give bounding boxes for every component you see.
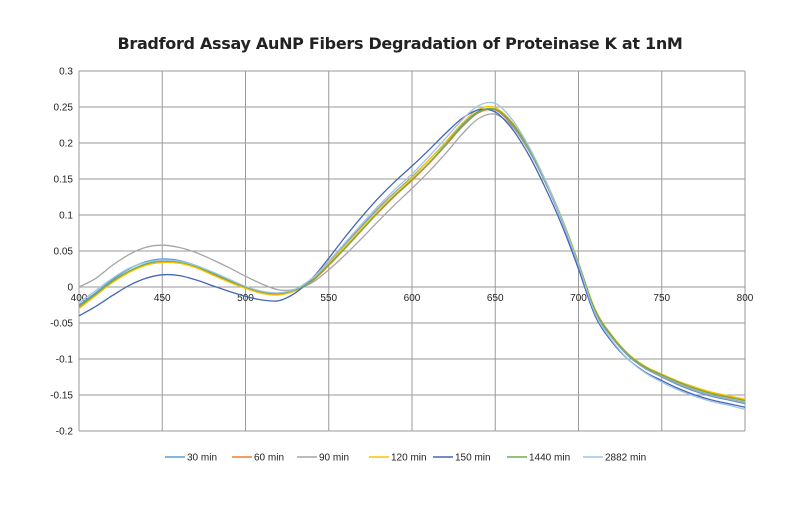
y-tick-label: -0.1 bbox=[56, 355, 74, 366]
legend-label: 60 min bbox=[254, 453, 284, 464]
y-tick-label: 0.1 bbox=[59, 211, 73, 222]
y-axis-ticks: 0.3 0.25 0.2 0.15 0.1 0.05 0 -0.05 -0.1 -0.15 -0.2 bbox=[50, 67, 73, 438]
legend-label: 150 min bbox=[455, 453, 491, 464]
legend: 30 min 60 min 90 min 120 min 150 min 1440 min… bbox=[165, 453, 646, 464]
legend-label: 2882 min bbox=[605, 453, 646, 464]
x-axis-ticks: 400 450 500 550 600 650 700 750 800 bbox=[71, 293, 754, 304]
y-tick-label: -0.05 bbox=[50, 319, 73, 330]
legend-label: 1440 min bbox=[529, 453, 570, 464]
legend-item: 1440 min bbox=[507, 453, 570, 464]
y-tick-label: 0.3 bbox=[59, 67, 73, 78]
x-tick-label: 550 bbox=[320, 293, 337, 304]
legend-label: 120 min bbox=[391, 453, 427, 464]
legend-item: 30 min bbox=[165, 453, 217, 464]
legend-label: 90 min bbox=[319, 453, 349, 464]
chart-title: Bradford Assay AuNP Fibers Degradation o… bbox=[117, 34, 683, 53]
gridlines bbox=[78, 70, 746, 432]
legend-label: 30 min bbox=[187, 453, 217, 464]
y-tick-label: 0 bbox=[67, 283, 73, 294]
legend-item: 2882 min bbox=[583, 453, 646, 464]
y-tick-label: 0.25 bbox=[54, 103, 74, 114]
legend-item: 60 min bbox=[232, 453, 284, 464]
x-tick-label: 500 bbox=[237, 293, 254, 304]
legend-item: 90 min bbox=[297, 453, 349, 464]
x-tick-label: 600 bbox=[404, 293, 421, 304]
legend-item: 150 min bbox=[433, 453, 491, 464]
x-tick-label: 650 bbox=[487, 293, 504, 304]
legend-item: 120 min bbox=[369, 453, 427, 464]
y-tick-label: 0.05 bbox=[54, 247, 74, 258]
x-tick-label: 750 bbox=[653, 293, 670, 304]
y-tick-label: 0.2 bbox=[59, 139, 73, 150]
y-tick-label: 0.15 bbox=[54, 175, 74, 186]
x-tick-label: 700 bbox=[570, 293, 587, 304]
x-tick-label: 400 bbox=[71, 293, 88, 304]
y-tick-label: -0.15 bbox=[50, 391, 73, 402]
series-line-2882-min bbox=[78, 101, 746, 411]
series-lines bbox=[78, 101, 746, 411]
x-tick-label: 450 bbox=[154, 293, 171, 304]
y-tick-label: -0.2 bbox=[56, 427, 74, 438]
x-tick-label: 800 bbox=[737, 293, 754, 304]
